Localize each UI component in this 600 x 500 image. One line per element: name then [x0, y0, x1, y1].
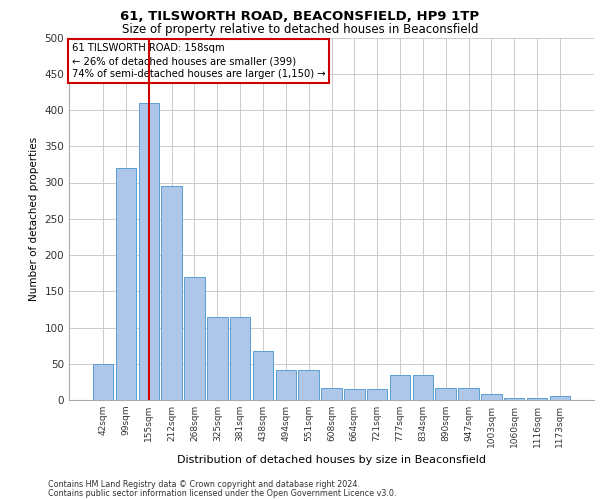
Bar: [230, 316, 250, 400]
Bar: [527, 398, 547, 400]
Bar: [481, 394, 502, 400]
Bar: [298, 370, 319, 400]
Bar: [321, 388, 342, 400]
Bar: [207, 316, 227, 400]
Bar: [184, 277, 205, 400]
Bar: [458, 388, 479, 400]
Bar: [116, 168, 136, 400]
X-axis label: Distribution of detached houses by size in Beaconsfield: Distribution of detached houses by size …: [177, 456, 486, 466]
Bar: [504, 398, 524, 400]
Bar: [93, 364, 113, 400]
Y-axis label: Number of detached properties: Number of detached properties: [29, 136, 39, 301]
Bar: [139, 103, 159, 400]
Text: 61 TILSWORTH ROAD: 158sqm
← 26% of detached houses are smaller (399)
74% of semi: 61 TILSWORTH ROAD: 158sqm ← 26% of detac…: [71, 43, 325, 80]
Bar: [344, 389, 365, 400]
Bar: [275, 370, 296, 400]
Bar: [436, 388, 456, 400]
Text: Contains HM Land Registry data © Crown copyright and database right 2024.: Contains HM Land Registry data © Crown c…: [48, 480, 360, 489]
Bar: [413, 374, 433, 400]
Text: Size of property relative to detached houses in Beaconsfield: Size of property relative to detached ho…: [122, 22, 478, 36]
Bar: [253, 352, 273, 400]
Text: 61, TILSWORTH ROAD, BEACONSFIELD, HP9 1TP: 61, TILSWORTH ROAD, BEACONSFIELD, HP9 1T…: [121, 10, 479, 23]
Bar: [390, 374, 410, 400]
Bar: [550, 396, 570, 400]
Bar: [367, 389, 388, 400]
Text: Contains public sector information licensed under the Open Government Licence v3: Contains public sector information licen…: [48, 488, 397, 498]
Bar: [161, 186, 182, 400]
